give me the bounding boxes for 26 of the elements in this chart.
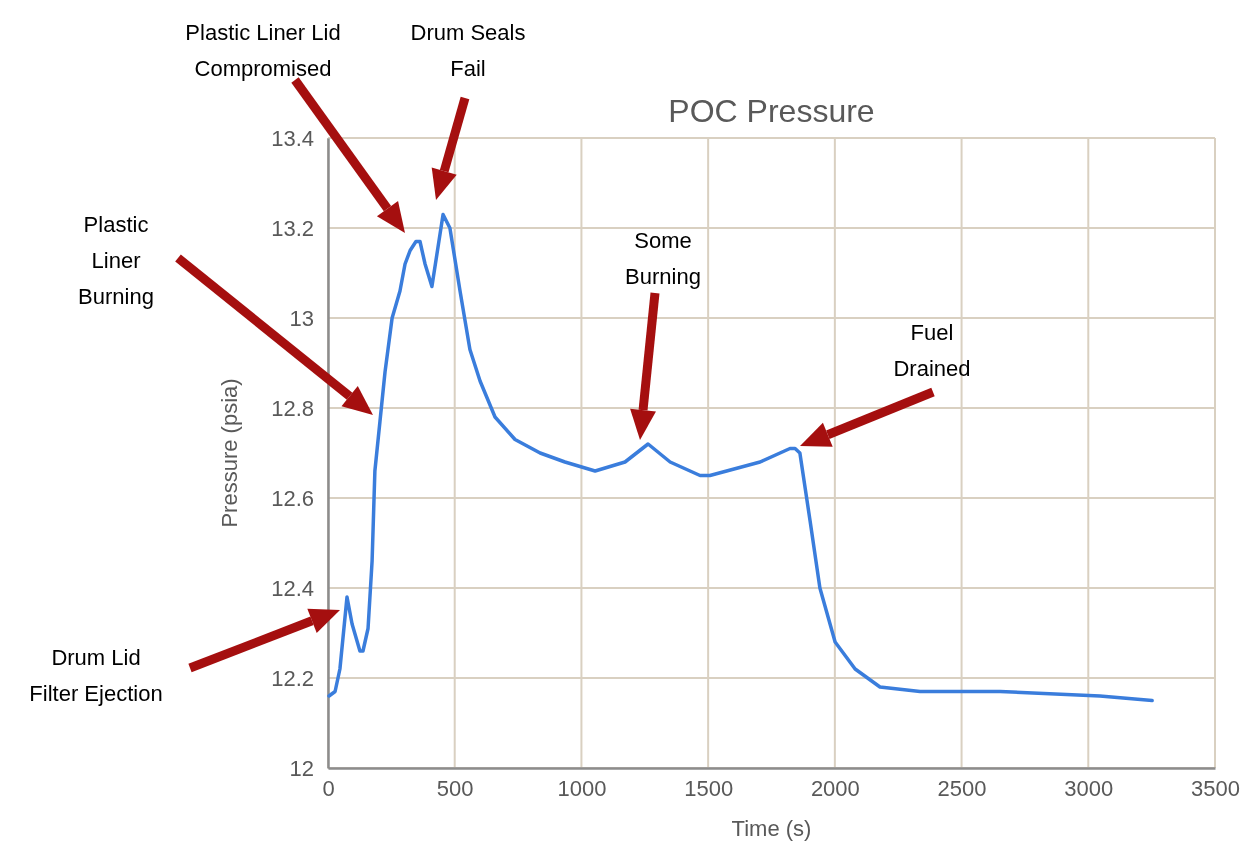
text: Plastic Liner Burning [78, 212, 154, 309]
text: Drum Seals Fail [410, 20, 526, 81]
annotation: Some Burning [625, 228, 701, 289]
y-tick-label: 13 [289, 305, 314, 331]
text: Plastic Liner Lid Compromised [185, 20, 341, 81]
y-tick-label: 12.6 [271, 485, 314, 511]
x-tick-label: 3500 [1191, 775, 1240, 801]
line-series [327, 212, 1154, 703]
x-axis-title: Time (s) [731, 816, 812, 841]
y-tick-label: 12.4 [271, 575, 314, 601]
y-tick-label: 12.2 [271, 665, 314, 691]
y-tick-label: 12 [289, 755, 314, 781]
x-tick-label: 3000 [1064, 775, 1114, 801]
x-tick-label: 0 [322, 775, 335, 801]
x-tick-label: 2000 [810, 775, 860, 801]
text: Drum Lid Filter Ejection [29, 645, 163, 706]
x-tick-label: 1500 [684, 775, 734, 801]
annotation: Fuel Drained [893, 320, 971, 381]
y-tick-label: 12.8 [271, 395, 314, 421]
x-tick-label: 500 [436, 775, 474, 801]
x-tick-label: 2500 [937, 775, 987, 801]
x-tick-label: 1000 [557, 775, 607, 801]
chart-title: POC Pressure [668, 93, 875, 129]
y-tick-label: 13.4 [271, 125, 314, 151]
y-tick-label: 13.2 [271, 215, 314, 241]
y-axis-title: Pressure (psia) [217, 378, 242, 528]
